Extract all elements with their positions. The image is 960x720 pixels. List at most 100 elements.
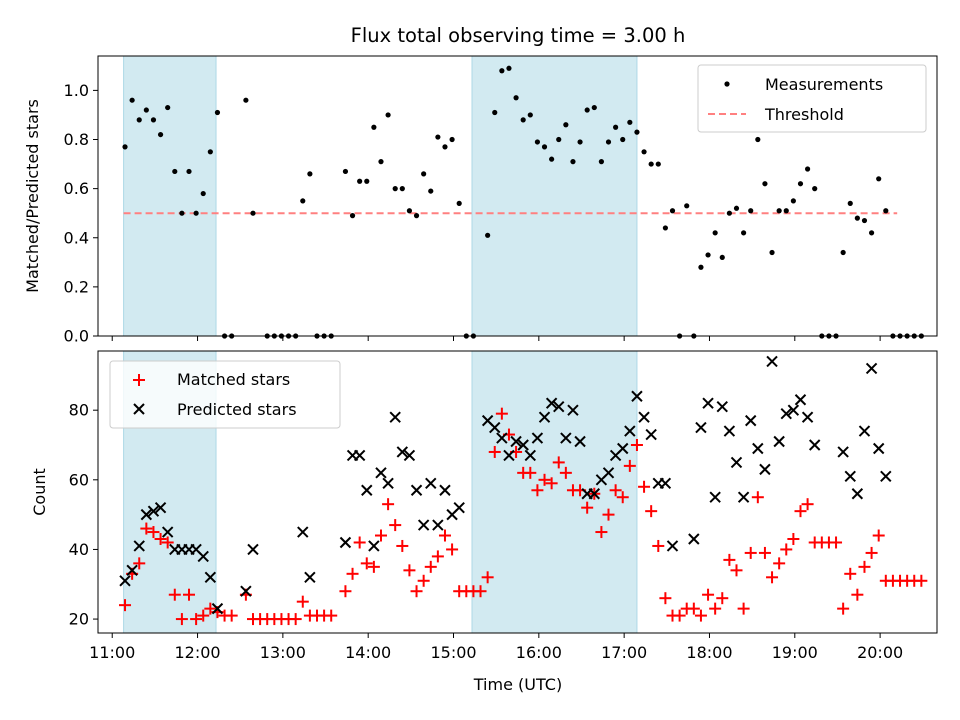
matched-star-point	[702, 588, 715, 601]
measurement-points	[122, 65, 924, 339]
measurement-point	[563, 122, 569, 128]
predicted-star-point	[801, 411, 814, 423]
matched-star-point	[709, 602, 722, 615]
y-tick-label: 20	[69, 610, 89, 629]
x-axis-label: Time (UTC)	[473, 675, 562, 694]
matched-star-point	[716, 592, 729, 605]
matched-star-point	[552, 456, 565, 469]
measurement-point	[598, 159, 605, 165]
matched-star-point	[630, 439, 643, 451]
measurement-point	[428, 188, 434, 194]
measurement-point	[790, 198, 796, 204]
matched-star-point	[652, 539, 665, 552]
measurement-point	[840, 249, 846, 256]
predicted-star-point	[553, 400, 565, 413]
matched-star-point	[225, 609, 238, 622]
predicted-star-point	[161, 526, 174, 538]
y-tick-label: 80	[69, 401, 89, 420]
predicted-star-point	[759, 463, 771, 476]
matched-star-point	[595, 526, 608, 539]
matched-star-point	[616, 491, 629, 504]
shaded-interval-0	[123, 55, 217, 337]
predicted-star-point	[389, 411, 401, 423]
measurement-point	[349, 213, 356, 219]
measurement-point	[627, 119, 633, 125]
predicted-star-point	[425, 477, 437, 490]
predicted-star-point	[737, 491, 750, 503]
predicted-star-point	[403, 449, 416, 462]
measurement-point	[669, 208, 676, 214]
matched-star-point	[766, 571, 779, 584]
predicted-star-point	[745, 414, 757, 427]
measurement-point	[200, 190, 206, 197]
matched-star-point	[296, 595, 309, 608]
predicted-star-point	[538, 411, 551, 423]
measurement-point	[541, 144, 548, 150]
predicted-star-point	[574, 435, 586, 448]
predicted-star-point	[837, 446, 849, 458]
matched-star-point	[787, 533, 800, 545]
predicted-star-point	[396, 446, 409, 458]
measurement-point	[655, 161, 661, 167]
measurement-point	[435, 134, 441, 140]
measurement-point	[762, 181, 768, 187]
measurement-point	[207, 149, 213, 155]
matched-star-point	[424, 560, 437, 573]
y-tick-label: 0.8	[64, 130, 89, 149]
bottom-x-axis-ticks: 11:00 12:00 13:00 14:00 15:00 16:00 17:00 18:00…	[89, 633, 903, 662]
matched-star-point	[197, 609, 210, 622]
measurement-point	[634, 129, 640, 135]
matched-star-point	[325, 609, 338, 622]
measurement-point	[577, 139, 583, 145]
predicted-star-point	[808, 439, 821, 451]
predicted-star-point	[702, 397, 714, 409]
measurement-point	[797, 181, 804, 187]
matched-star-point	[360, 557, 373, 570]
legend-matched-marker	[133, 374, 145, 386]
predicted-star-point	[240, 585, 252, 597]
measurement-point	[876, 176, 882, 182]
predicted-star-point	[858, 425, 871, 437]
predicted-star-point	[439, 484, 451, 496]
y-tick-label: 1.0	[64, 81, 89, 100]
measurement-point	[385, 112, 391, 118]
matched-star-point	[431, 550, 444, 563]
y-tick-label: 40	[69, 540, 89, 559]
matched-star-point	[353, 536, 366, 549]
bottom-y-axis-ticks: 20 40 60 80	[69, 401, 98, 629]
x-tick-label: 19:00	[772, 643, 818, 662]
measurement-point	[755, 136, 761, 143]
matched-star-point	[346, 567, 359, 580]
measurement-point	[392, 186, 398, 192]
bottom-y-axis-label: Count	[30, 468, 49, 516]
measurement-point	[442, 144, 448, 150]
matched-star-point	[744, 546, 757, 559]
matched-star-point	[190, 613, 203, 626]
measurement-point	[662, 225, 668, 231]
measurement-point	[868, 230, 875, 236]
matched-star-point	[168, 588, 181, 601]
legend-matched-label: Matched stars	[177, 370, 290, 389]
measurement-point	[342, 168, 349, 175]
predicted-star-point	[851, 488, 864, 500]
predicted-star-point	[119, 575, 131, 587]
matched-star-point	[645, 505, 658, 518]
bottom-legend-box	[109, 360, 341, 429]
matched-star-point	[830, 536, 843, 549]
predicted-star-point	[602, 467, 615, 479]
predicted-star-point	[339, 536, 352, 549]
measurement-point	[406, 208, 413, 214]
measurement-point	[513, 95, 519, 101]
x-tick-label: 14:00	[345, 643, 391, 662]
measurement-point	[371, 124, 377, 130]
y-tick-label: 60	[69, 470, 89, 489]
x-tick-label: 12:00	[174, 643, 220, 662]
predicted-star-point	[531, 432, 544, 444]
x-tick-label: 13:00	[260, 643, 306, 662]
predicted-star-point	[688, 533, 700, 545]
matched-star-point	[737, 602, 750, 615]
measurement-point	[129, 97, 135, 103]
x-tick-label: 17:00	[601, 643, 647, 662]
measurement-point	[854, 215, 860, 221]
measurement-point	[726, 210, 732, 216]
